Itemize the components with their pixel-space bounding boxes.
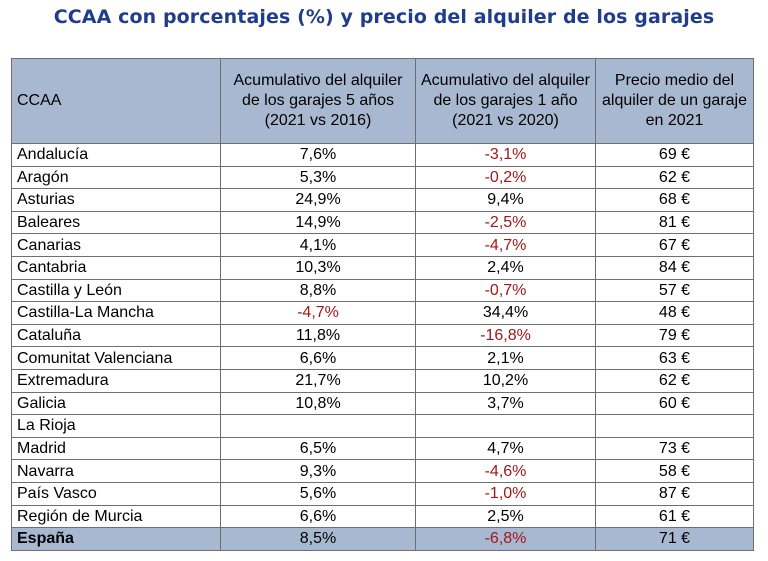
change-5-years: 6,6% <box>220 504 416 529</box>
table-header-row: CCAA Acumulativo del alquiler de los gar… <box>11 58 754 144</box>
change-5-years: 21,7% <box>220 368 416 393</box>
table-row: Andalucía 7,6% -3,1% 69 € <box>11 143 754 167</box>
table-row: Aragón 5,3% -0,2% 62 € <box>11 165 754 190</box>
region-name: Cataluña <box>11 323 221 348</box>
change-5-years: -4,7% <box>220 301 416 325</box>
change-1-year: -1,0% <box>415 481 596 506</box>
table-row: Baleares 14,9% -2,5% 81 € <box>11 210 754 235</box>
header-1-year-change: Acumulativo del alquiler de los garajes … <box>415 58 596 144</box>
change-5-years: 9,3% <box>220 459 416 483</box>
table-row: La Rioja <box>11 414 754 438</box>
region-name: Castilla y León <box>11 278 221 303</box>
region-name: Galicia <box>11 391 221 416</box>
change-1-year: -4,6% <box>415 459 596 483</box>
average-price: 48 € <box>595 301 754 325</box>
region-name: Extremadura <box>11 368 221 393</box>
change-1-year: 9,4% <box>415 188 596 212</box>
average-price: 73 € <box>595 436 754 461</box>
change-1-year: 2,4% <box>415 255 596 280</box>
change-5-years: 10,8% <box>220 391 416 416</box>
region-name: Asturias <box>11 188 221 212</box>
region-name: Cantabria <box>11 255 221 280</box>
change-5-years: 4,1% <box>220 233 416 257</box>
table-row: Madrid 6,5% 4,7% 73 € <box>11 436 754 461</box>
change-1-year: -0,7% <box>415 278 596 303</box>
average-price: 60 € <box>595 391 754 416</box>
change-1-year: -6,8% <box>415 527 596 551</box>
average-price: 81 € <box>595 210 754 235</box>
garage-rent-table: CCAA Acumulativo del alquiler de los gar… <box>11 58 754 551</box>
total-row: España 8,5% -6,8% 71 € <box>11 527 754 551</box>
change-5-years: 5,3% <box>220 165 416 190</box>
change-5-years: 14,9% <box>220 210 416 235</box>
change-1-year: -3,1% <box>415 143 596 167</box>
average-price: 62 € <box>595 165 754 190</box>
header-average-price: Precio medio del alquiler de un garaje e… <box>595 58 754 144</box>
average-price: 68 € <box>595 188 754 212</box>
table-row: Cataluña 11,8% -16,8% 79 € <box>11 323 754 348</box>
change-1-year: -16,8% <box>415 323 596 348</box>
change-5-years: 24,9% <box>220 188 416 212</box>
change-1-year: 2,5% <box>415 504 596 529</box>
average-price: 58 € <box>595 459 754 483</box>
table-row: Región de Murcia 6,6% 2,5% 61 € <box>11 504 754 529</box>
average-price: 63 € <box>595 346 754 370</box>
change-1-year: 2,1% <box>415 346 596 370</box>
average-price: 67 € <box>595 233 754 257</box>
change-1-year: -0,2% <box>415 165 596 190</box>
region-name: País Vasco <box>11 481 221 506</box>
table-row: Comunitat Valenciana 6,6% 2,1% 63 € <box>11 346 754 370</box>
region-name: Baleares <box>11 210 221 235</box>
page-title: CCAA con porcentajes (%) y precio del al… <box>53 6 715 28</box>
header-ccaa: CCAA <box>11 58 221 144</box>
average-price: 79 € <box>595 323 754 348</box>
region-name: Madrid <box>11 436 221 461</box>
region-name: Canarias <box>11 233 221 257</box>
header-5-year-change: Acumulativo del alquiler de los garajes … <box>220 58 416 144</box>
average-price: 61 € <box>595 504 754 529</box>
change-1-year: 4,7% <box>415 436 596 461</box>
change-5-years <box>220 414 416 438</box>
change-5-years: 6,5% <box>220 436 416 461</box>
table-row: País Vasco 5,6% -1,0% 87 € <box>11 481 754 506</box>
region-name: Castilla-La Mancha <box>11 301 221 325</box>
average-price: 69 € <box>595 143 754 167</box>
average-price: 84 € <box>595 255 754 280</box>
table-row: Asturias 24,9% 9,4% 68 € <box>11 188 754 212</box>
region-name: Aragón <box>11 165 221 190</box>
average-price: 71 € <box>595 527 754 551</box>
change-1-year <box>415 414 596 438</box>
change-5-years: 5,6% <box>220 481 416 506</box>
region-name: La Rioja <box>11 414 221 438</box>
table-row: Galicia 10,8% 3,7% 60 € <box>11 391 754 416</box>
change-1-year: -4,7% <box>415 233 596 257</box>
change-1-year: -2,5% <box>415 210 596 235</box>
change-5-years: 10,3% <box>220 255 416 280</box>
region-name: Andalucía <box>11 143 221 167</box>
change-5-years: 6,6% <box>220 346 416 370</box>
average-price: 57 € <box>595 278 754 303</box>
change-1-year: 10,2% <box>415 368 596 393</box>
table-row: Navarra 9,3% -4,6% 58 € <box>11 459 754 483</box>
change-1-year: 34,4% <box>415 301 596 325</box>
change-5-years: 8,8% <box>220 278 416 303</box>
average-price: 87 € <box>595 481 754 506</box>
table-row: Castilla y León 8,8% -0,7% 57 € <box>11 278 754 303</box>
table-row: Castilla-La Mancha -4,7% 34,4% 48 € <box>11 301 754 325</box>
region-name: España <box>11 527 221 551</box>
change-5-years: 8,5% <box>220 527 416 551</box>
average-price: 62 € <box>595 368 754 393</box>
table-row: Cantabria 10,3% 2,4% 84 € <box>11 255 754 280</box>
change-5-years: 7,6% <box>220 143 416 167</box>
region-name: Comunitat Valenciana <box>11 346 221 370</box>
table-row: Canarias 4,1% -4,7% 67 € <box>11 233 754 257</box>
change-1-year: 3,7% <box>415 391 596 416</box>
table-row: Extremadura 21,7% 10,2% 62 € <box>11 368 754 393</box>
change-5-years: 11,8% <box>220 323 416 348</box>
region-name: Navarra <box>11 459 221 483</box>
region-name: Región de Murcia <box>11 504 221 529</box>
average-price <box>595 414 754 438</box>
